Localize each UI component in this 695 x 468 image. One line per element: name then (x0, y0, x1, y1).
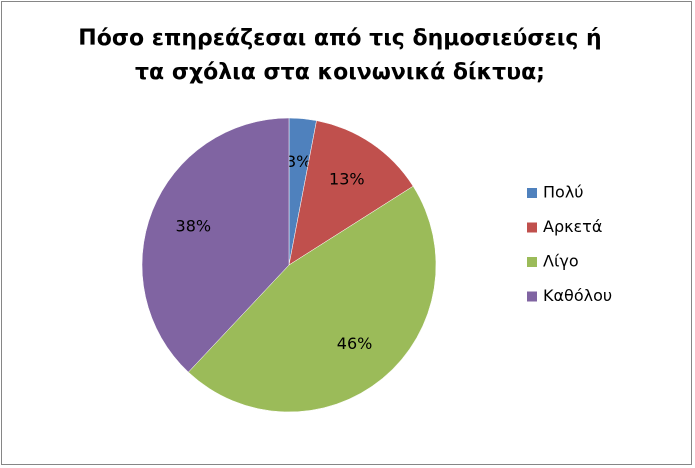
legend-label: Λίγο (543, 252, 579, 271)
pie-slice (188, 185, 437, 413)
data-label: 38% (176, 217, 212, 236)
legend-swatch (527, 291, 537, 302)
data-label: 13% (329, 169, 365, 188)
data-label: 46% (337, 334, 373, 353)
legend-swatch (527, 222, 537, 233)
legend-swatch (527, 257, 537, 267)
pie-slice (141, 117, 290, 373)
legend-label: Καθόλου (543, 286, 612, 305)
legend-swatch (527, 188, 537, 198)
data-label: 3% (286, 152, 311, 171)
pie-slice (288, 120, 414, 266)
chart-title: Πόσο επηρεάζεσαι από τις δημοσιεύσεις ή … (78, 26, 602, 85)
legend-label: Πολύ (543, 183, 584, 202)
legend-label: Αρκετά (543, 217, 602, 236)
